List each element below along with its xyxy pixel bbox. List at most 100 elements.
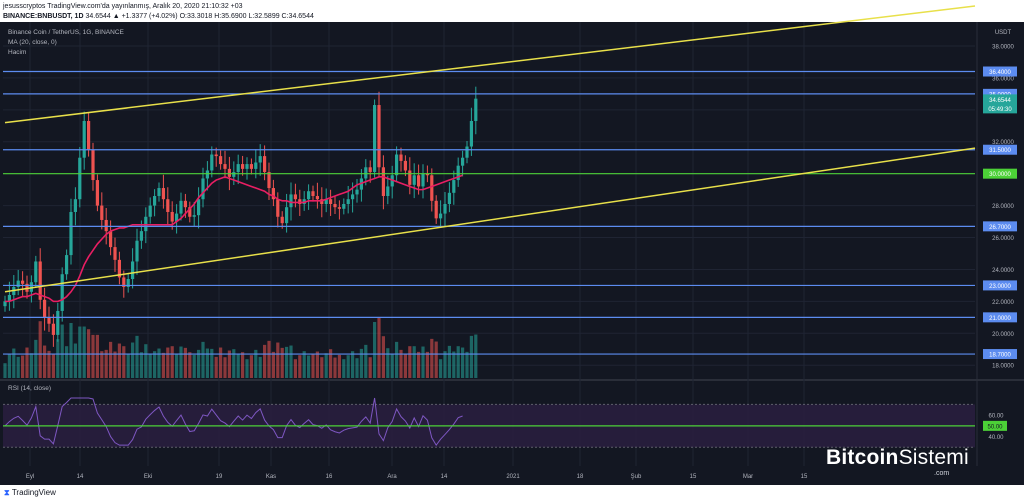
volume-bar <box>337 354 341 378</box>
x-tick-label: 18 <box>577 474 584 480</box>
volume-bar <box>135 335 139 378</box>
volume-bar <box>368 357 372 378</box>
candle-body <box>210 154 214 171</box>
level-label: 23.0000 <box>989 284 1011 290</box>
candle-body <box>285 207 289 224</box>
volume-bar <box>201 341 205 378</box>
volume-bar <box>425 351 429 378</box>
candle-body <box>289 194 293 208</box>
candle-body <box>122 277 126 288</box>
level-tag <box>983 221 1017 232</box>
candle-body <box>214 154 218 157</box>
candle-body <box>249 164 253 169</box>
rsi-tick-label: 60.00 <box>988 414 1004 420</box>
countdown-label: 05:49:30 <box>988 107 1012 113</box>
candle-body <box>430 175 434 201</box>
volume-bar <box>16 356 20 378</box>
candle-body <box>87 120 91 150</box>
volume-bar <box>258 356 262 378</box>
price-chart[interactable]: 38.000036.000034.000032.000030.000028.00… <box>0 0 1024 485</box>
volume-bar <box>219 347 223 378</box>
volume-bar <box>82 326 86 378</box>
volume-bar <box>263 344 267 378</box>
x-tick-label: Eki <box>144 474 152 480</box>
last-price-label: 34.6544 <box>989 98 1011 104</box>
level-label: 36.4000 <box>989 70 1011 76</box>
volume-bar <box>355 358 359 378</box>
level-tag <box>983 88 1017 99</box>
volume-bar <box>254 349 258 378</box>
candle-body <box>188 207 192 217</box>
rsi-line <box>4 397 463 447</box>
volume-bar <box>7 353 11 378</box>
volume-bar <box>408 346 412 378</box>
volume-bar <box>166 347 170 378</box>
volume-bar <box>390 353 394 378</box>
candle-body <box>170 211 174 222</box>
legend-rsi: RSI (14, close) <box>8 385 51 392</box>
y-tick-label: 26.0000 <box>992 236 1014 242</box>
candle-body <box>161 188 165 200</box>
x-tick-label: Mar <box>743 474 753 480</box>
volume-bar <box>25 347 29 378</box>
volume-bar <box>395 341 399 378</box>
candle-body <box>113 247 117 260</box>
candle-body <box>179 200 183 214</box>
symbol-name: BINANCE:BNBUSDT, 1D <box>3 13 84 20</box>
volume-bar <box>430 338 434 378</box>
candle-body <box>38 261 42 300</box>
tradingview-icon: ⧗ <box>4 488 12 497</box>
trendline <box>4 5 976 124</box>
volume-bar <box>197 349 201 378</box>
tradingview-brand[interactable]: ⧗ TradingView <box>4 488 56 498</box>
watermark-rest: Sistemi <box>898 446 969 469</box>
level-tag <box>983 312 1017 323</box>
candle-body <box>364 167 368 179</box>
candle-body <box>245 164 249 169</box>
candle-body <box>236 164 240 173</box>
candle-body <box>16 280 20 288</box>
volume-bar <box>364 344 368 378</box>
candle-body <box>47 317 51 324</box>
candle-body <box>3 301 7 307</box>
volume-bar <box>293 359 297 378</box>
x-tick-label: Kas <box>266 474 276 480</box>
volume-bar <box>170 346 174 378</box>
candle-body <box>131 261 135 280</box>
rsi-tick-label: 40.00 <box>988 435 1004 441</box>
volume-bar <box>188 352 192 378</box>
candle-body <box>412 175 416 185</box>
ohlc-values: 34.6544 ▲ +1.3377 (+4.02%) O:33.3018 H:3… <box>85 13 314 20</box>
candle-body <box>417 175 421 187</box>
volume-bar <box>183 347 187 378</box>
candle-body <box>324 199 328 204</box>
candle-body <box>34 261 38 283</box>
volume-bar <box>412 346 416 378</box>
candle-body <box>73 199 77 212</box>
candle-body <box>439 213 443 219</box>
candle-body <box>205 170 209 179</box>
level-label: 30.0000 <box>989 172 1011 178</box>
candle-body <box>69 211 73 256</box>
volume-bar <box>417 351 421 378</box>
volume-bar <box>421 346 425 378</box>
candle-body <box>65 255 69 275</box>
volume-bar <box>144 344 148 378</box>
volume-bar <box>320 357 324 378</box>
volume-bar <box>302 351 306 378</box>
candle-body <box>373 105 377 173</box>
volume-bar <box>126 354 130 378</box>
volume-bar <box>95 334 99 378</box>
candle-body <box>254 162 258 169</box>
candle-body <box>293 194 297 200</box>
volume-bar <box>100 351 104 378</box>
volume-bar <box>324 353 328 378</box>
level-label: 18.7000 <box>989 353 1011 359</box>
volume-bar <box>78 326 82 378</box>
candle-body <box>227 168 231 177</box>
legend-pair: Binance Coin / TetherUS, 1G, BINANCE <box>8 29 125 36</box>
candle-body <box>78 157 82 200</box>
candle-body <box>7 294 11 302</box>
candle-body <box>232 172 236 177</box>
